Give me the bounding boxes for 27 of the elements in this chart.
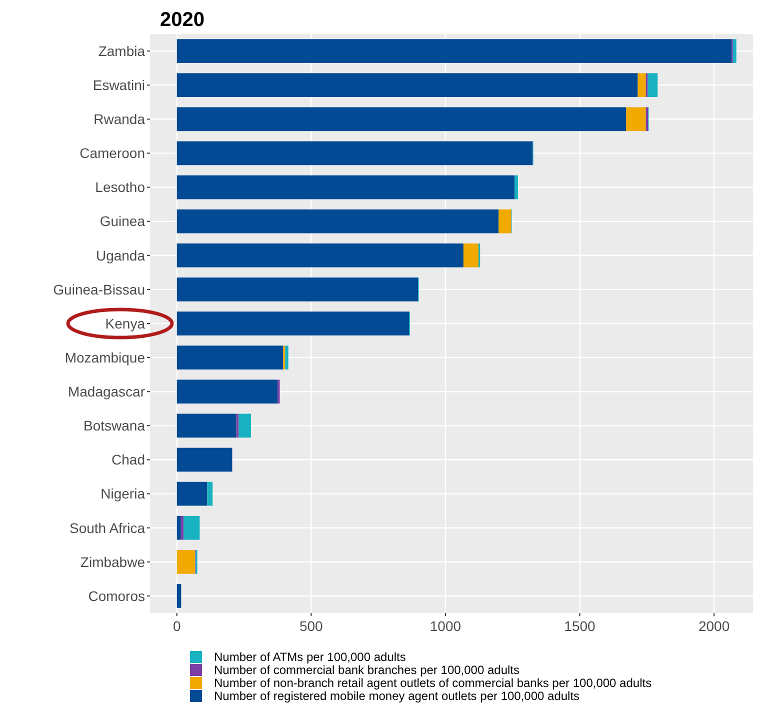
y-tick-label: Comoros [88, 588, 145, 604]
y-tick-label: Nigeria [100, 486, 146, 502]
y-tick-label: Guinea-Bissau [53, 281, 145, 298]
y-tick-label: Mozambique [64, 349, 146, 366]
y-tick-label: South Africa [70, 520, 146, 536]
chart-title: 2020 [160, 9, 204, 31]
y-tick-label: Zambia [98, 42, 146, 59]
x-tick-label: 500 [299, 618, 324, 634]
x-tick-label: 2000 [698, 618, 730, 634]
y-tick-label: Chad [112, 452, 145, 468]
legend-label: Number of registered mobile money agent outlets per 100,000 adults [214, 689, 580, 703]
y-tick-label: Botswana [84, 418, 146, 434]
y-tick-label: Guinea [100, 213, 146, 230]
y-tick-label: Madagascar [68, 384, 146, 400]
y-tick-label: Kenya [105, 315, 146, 332]
y-tick-label: Lesotho [95, 179, 146, 196]
y-tick-label: Eswatini [92, 76, 145, 93]
y-tick-label: Zimbabwe [80, 554, 146, 570]
y-tick-label: Cameroon [80, 145, 145, 162]
legend-label: Number of non-branch retail agent outlets of commercial banks per 100,000 adults [214, 676, 652, 690]
legend-label: Number of commercial bank branches per 100,000 adults [214, 663, 520, 677]
x-tick-label: 1500 [564, 618, 596, 634]
y-tick-label: Uganda [96, 247, 146, 264]
x-tick-label: 1000 [430, 618, 462, 634]
x-tick-label: 0 [172, 618, 181, 634]
legend-label: Number of ATMs per 100,000 adults [214, 650, 406, 664]
y-tick-label: Rwanda [94, 111, 146, 128]
